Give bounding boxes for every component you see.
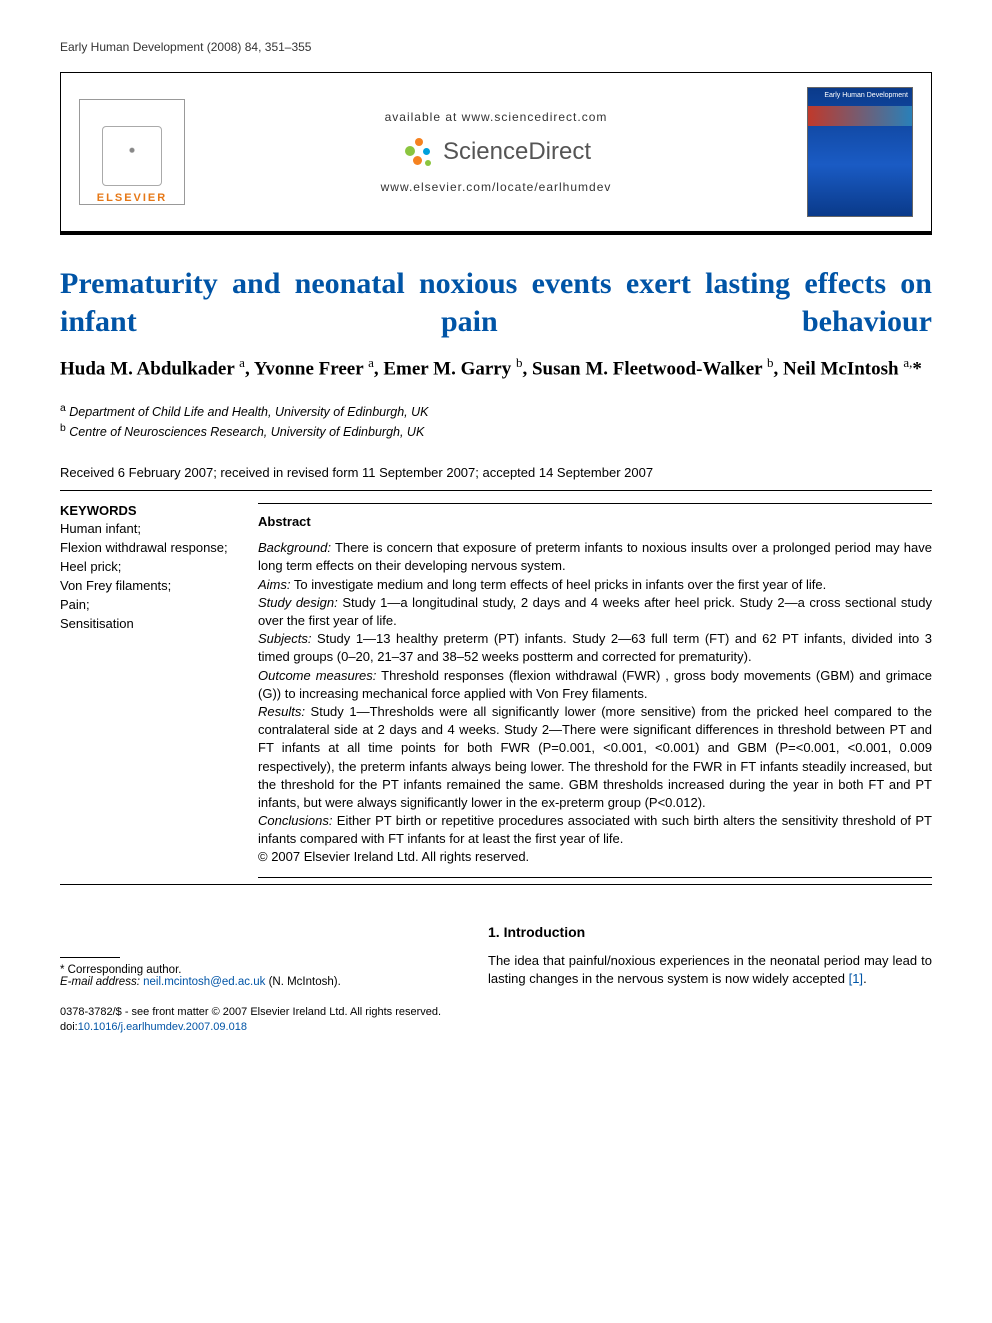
journal-cover-thumb: Early Human Development [807, 87, 913, 217]
abs-design-label: Study design: [258, 595, 338, 610]
received-dates: Received 6 February 2007; received in re… [60, 465, 932, 480]
elsevier-logo: ELSEVIER [79, 99, 185, 205]
email-who: (N. McIntosh). [269, 976, 341, 988]
abstract-column: Abstract Background: There is concern th… [258, 503, 932, 877]
abs-background-label: Background: [258, 540, 331, 555]
journal-header: ELSEVIER available at www.sciencedirect.… [60, 72, 932, 235]
article-title: Prematurity and neonatal noxious events … [60, 265, 932, 340]
abs-conclusions-label: Conclusions: [258, 813, 332, 828]
sciencedirect-dots-icon [401, 134, 437, 170]
intro-paragraph: The idea that painful/noxious experience… [488, 952, 932, 988]
cover-caption: Early Human Development [824, 92, 908, 99]
abs-results: Study 1—Thresholds were all significantl… [258, 704, 932, 810]
abs-aims: To investigate medium and long term effe… [294, 577, 826, 592]
abs-aims-label: Aims: [258, 577, 291, 592]
running-head: Early Human Development (2008) 84, 351–3… [60, 40, 932, 54]
available-at-line: available at www.sciencedirect.com [205, 110, 787, 124]
locate-url: www.elsevier.com/locate/earlhumdev [205, 180, 787, 194]
doi-label: doi: [60, 1021, 78, 1033]
email-label: E-mail address: [60, 976, 140, 988]
corresponding-label: * Corresponding author. [60, 964, 460, 976]
abs-copyright: © 2007 Elsevier Ireland Ltd. All rights … [258, 848, 932, 866]
authors: Huda M. Abdulkader a, Yvonne Freer a, Em… [60, 354, 932, 382]
abstract-heading: Abstract [258, 514, 932, 529]
abs-background: There is concern that exposure of preter… [258, 540, 932, 573]
elsevier-tree-icon [102, 126, 162, 186]
keywords-heading: KEYWORDS [60, 503, 230, 518]
footer: 0378-3782/$ - see front matter © 2007 El… [60, 1005, 932, 1036]
keywords-list: Human infant;Flexion withdrawal response… [60, 520, 230, 633]
section-1-heading: 1. Introduction [488, 923, 932, 943]
elsevier-name: ELSEVIER [97, 192, 167, 204]
abs-subjects-label: Subjects: [258, 631, 311, 646]
corresponding-author-block: * Corresponding author. E-mail address: … [60, 897, 460, 989]
affiliations: a Department of Child Life and Health, U… [60, 402, 932, 441]
sciencedirect-name: ScienceDirect [443, 138, 591, 166]
sciencedirect-logo: ScienceDirect [401, 134, 591, 170]
abs-results-label: Results: [258, 704, 305, 719]
rule [60, 884, 932, 885]
rule [60, 490, 932, 491]
abs-outcome-label: Outcome measures: [258, 668, 376, 683]
email-link[interactable]: neil.mcintosh@ed.ac.uk [143, 976, 265, 988]
ref-1-link[interactable]: [1] [849, 971, 863, 986]
abs-conclusions: Either PT birth or repetitive procedures… [258, 813, 932, 846]
doi-link[interactable]: 10.1016/j.earlhumdev.2007.09.018 [78, 1021, 247, 1033]
abs-design: Study 1—a longitudinal study, 2 days and… [258, 595, 932, 628]
footer-front-matter: 0378-3782/$ - see front matter © 2007 El… [60, 1005, 932, 1020]
abstract-body: Background: There is concern that exposu… [258, 539, 932, 866]
keywords-column: KEYWORDS Human infant;Flexion withdrawal… [60, 503, 230, 877]
abs-subjects: Study 1—13 healthy preterm (PT) infants.… [258, 631, 932, 664]
